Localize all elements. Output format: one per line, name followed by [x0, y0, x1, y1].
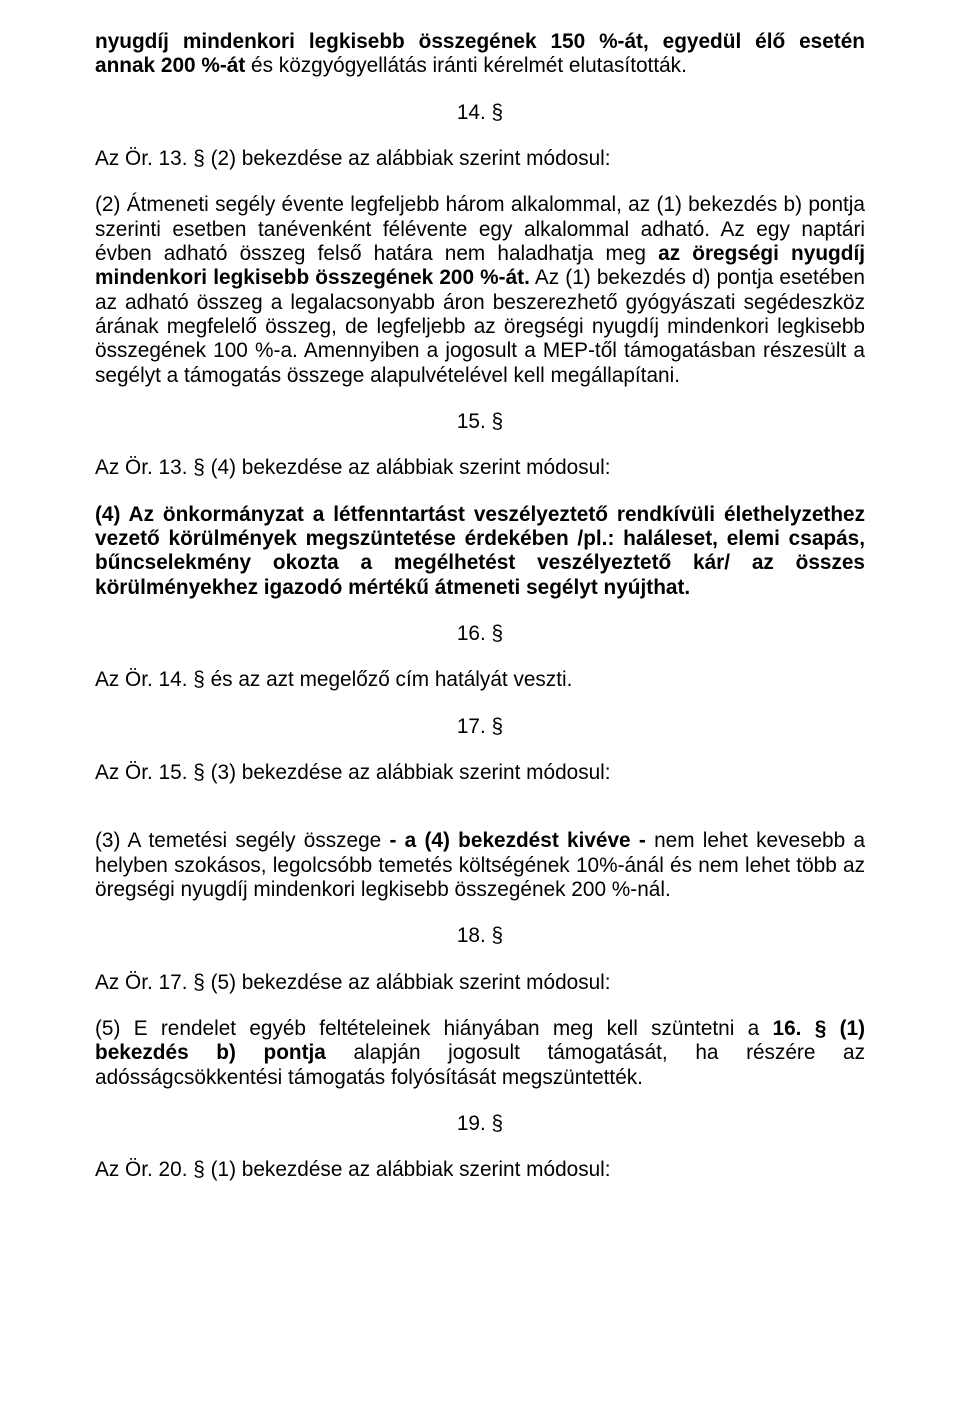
text-part-a: (5) E rendelet egyéb feltételeinek hiány…	[95, 1017, 773, 1040]
section-number-17: 17. §	[95, 715, 865, 739]
document-page: nyugdíj mindenkori legkisebb összegének …	[0, 0, 960, 1420]
section-number-14: 14. §	[95, 101, 865, 125]
section-number-19: 19. §	[95, 1112, 865, 1136]
paragraph-13-4-body-bold: (4) Az önkormányzat a létfenntartást ves…	[95, 503, 865, 600]
paragraph-15-3-body: (3) A temetési segély összege - a (4) be…	[95, 829, 865, 902]
paragraph-intro: nyugdíj mindenkori legkisebb összegének …	[95, 30, 865, 79]
paragraph-ref-15-3: Az Ör. 15. § (3) bekezdése az alábbiak s…	[95, 761, 865, 785]
text-tail: és közgyógyellátás iránti kérelmét eluta…	[245, 54, 687, 77]
paragraph-13-2-body: (2) Átmeneti segély évente legfeljebb há…	[95, 193, 865, 388]
section-number-18: 18. §	[95, 924, 865, 948]
paragraph-ref-13-2: Az Ör. 13. § (2) bekezdése az alábbiak s…	[95, 147, 865, 171]
paragraph-ref-13-4: Az Ör. 13. § (4) bekezdése az alábbiak s…	[95, 456, 865, 480]
section-number-15: 15. §	[95, 410, 865, 434]
paragraph-14-repeal: Az Ör. 14. § és az azt megelőző cím hatá…	[95, 668, 865, 692]
text-part-a: (3) A temetési segély összege	[95, 829, 389, 852]
paragraph-17-5-body: (5) E rendelet egyéb feltételeinek hiány…	[95, 1017, 865, 1090]
paragraph-ref-17-5: Az Ör. 17. § (5) bekezdése az alábbiak s…	[95, 971, 865, 995]
text-part-b-bold: - a (4) bekezdést kivéve -	[389, 829, 645, 852]
section-number-16: 16. §	[95, 622, 865, 646]
paragraph-ref-20-1: Az Ör. 20. § (1) bekezdése az alábbiak s…	[95, 1158, 865, 1182]
